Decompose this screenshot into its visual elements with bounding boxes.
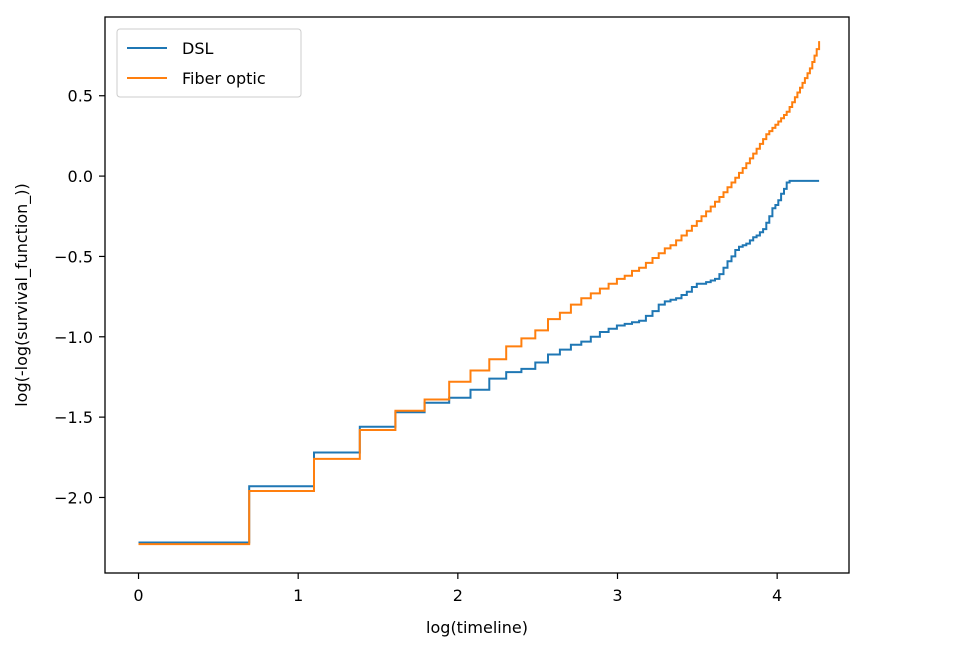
y-tick-label: −1.5 — [54, 408, 93, 427]
y-tick-label: 0.5 — [68, 87, 93, 106]
x-axis-label: log(timeline) — [426, 618, 528, 637]
y-tick-label: 0.0 — [68, 167, 93, 186]
legend-box — [116, 28, 302, 98]
x-axis: 0 1 2 3 4 — [133, 573, 782, 605]
legend-label: DSL — [182, 39, 213, 58]
y-tick-label: −1.0 — [54, 328, 93, 347]
y-axis-label: log(-log(survival_function_)) — [12, 183, 32, 407]
x-tick-label: 1 — [293, 586, 303, 605]
series-line-fiber-optic — [138, 41, 821, 546]
legend: DSL Fiber optic — [116, 28, 302, 98]
x-tick-label: 4 — [772, 586, 782, 605]
plot-frame — [104, 16, 850, 574]
series-line-dsl — [138, 179, 820, 544]
x-tick-label: 2 — [453, 586, 463, 605]
y-tick-label: −2.0 — [54, 488, 93, 507]
x-tick-label: 0 — [133, 586, 143, 605]
x-tick-label: 3 — [612, 586, 622, 605]
legend-label: Fiber optic — [182, 69, 266, 88]
y-tick-label: −0.5 — [54, 247, 93, 266]
y-axis: −2.0 −1.5 −1.0 −0.5 0.0 0.5 — [54, 87, 105, 507]
plot-lines — [138, 41, 821, 546]
